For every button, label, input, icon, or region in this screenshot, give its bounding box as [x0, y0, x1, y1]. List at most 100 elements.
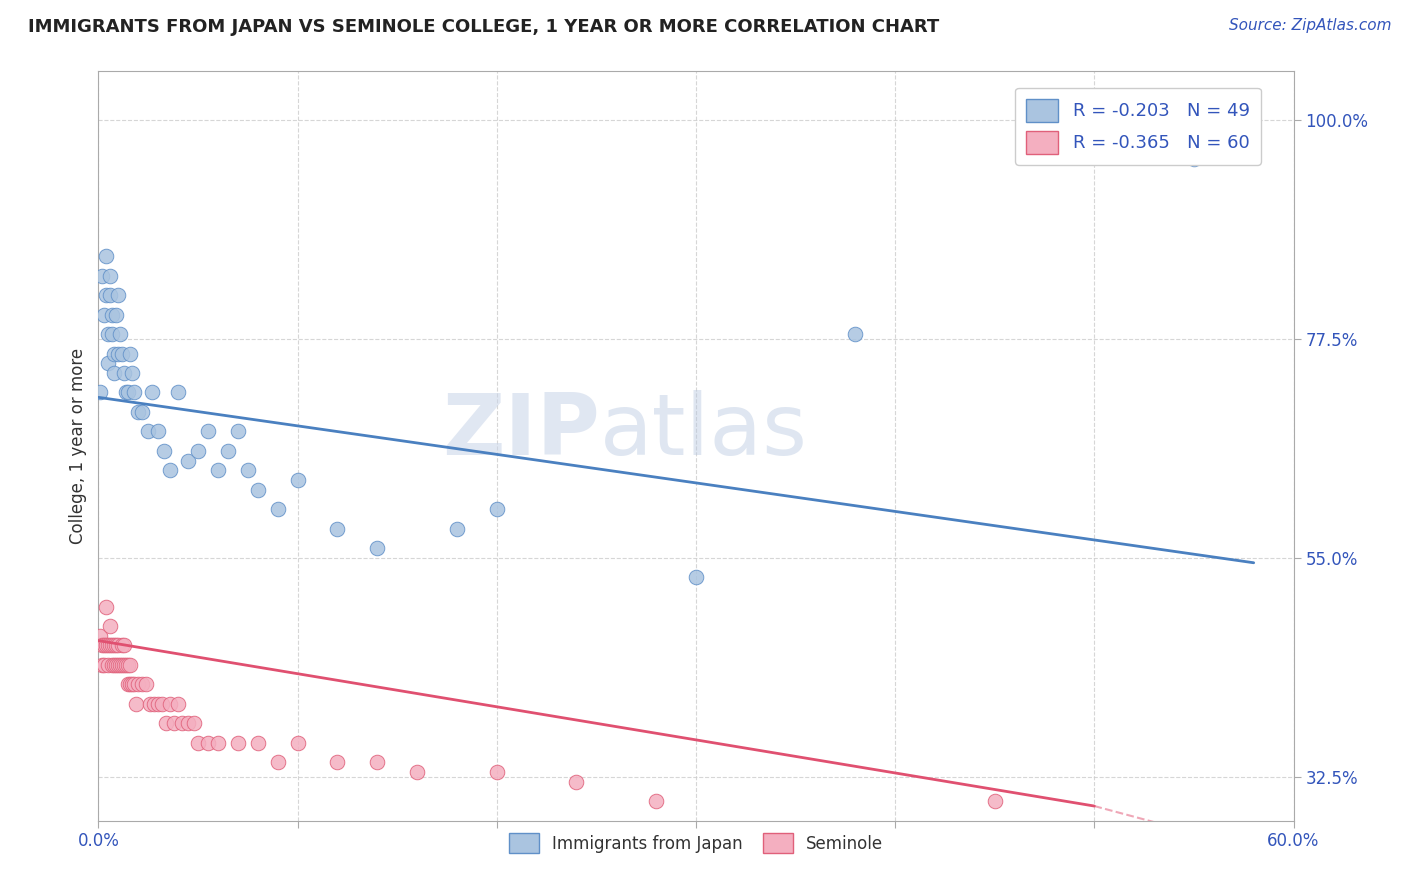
- Point: [103, 346, 125, 360]
- Point: [131, 405, 153, 419]
- Point: [197, 425, 219, 439]
- Point: [111, 346, 134, 360]
- Point: [685, 570, 707, 584]
- Point: [101, 639, 124, 653]
- Point: [98, 288, 122, 302]
- Point: [96, 599, 118, 614]
- Point: [226, 736, 249, 750]
- Point: [97, 356, 120, 370]
- Point: [183, 716, 205, 731]
- Legend: Immigrants from Japan, Seminole: Immigrants from Japan, Seminole: [501, 825, 891, 861]
- Y-axis label: College, 1 year or more: College, 1 year or more: [69, 348, 87, 544]
- Point: [110, 657, 132, 672]
- Point: [117, 657, 139, 672]
- Point: [226, 425, 249, 439]
- Point: [127, 677, 149, 691]
- Point: [89, 385, 111, 400]
- Point: [1182, 152, 1205, 166]
- Point: [91, 268, 114, 283]
- Point: [246, 483, 269, 497]
- Point: [366, 756, 388, 770]
- Point: [155, 716, 177, 731]
- Point: [105, 657, 128, 672]
- Point: [97, 657, 120, 672]
- Point: [111, 657, 134, 672]
- Point: [112, 657, 135, 672]
- Point: [167, 697, 190, 711]
- Point: [101, 657, 124, 672]
- Point: [91, 657, 114, 672]
- Point: [366, 541, 388, 556]
- Point: [135, 677, 157, 691]
- Point: [107, 288, 129, 302]
- Point: [96, 249, 118, 263]
- Point: [89, 629, 111, 643]
- Point: [406, 764, 429, 779]
- Point: [287, 736, 309, 750]
- Point: [148, 697, 170, 711]
- Point: [177, 716, 200, 731]
- Point: [159, 697, 181, 711]
- Point: [207, 463, 229, 477]
- Point: [107, 346, 129, 360]
- Point: [844, 327, 866, 342]
- Point: [96, 639, 118, 653]
- Point: [141, 385, 163, 400]
- Point: [103, 657, 125, 672]
- Point: [120, 346, 142, 360]
- Point: [93, 657, 115, 672]
- Point: [565, 774, 588, 789]
- Point: [143, 697, 166, 711]
- Point: [326, 522, 349, 536]
- Point: [107, 639, 129, 653]
- Point: [91, 639, 114, 653]
- Point: [107, 657, 129, 672]
- Point: [150, 697, 173, 711]
- Point: [98, 268, 122, 283]
- Point: [136, 425, 159, 439]
- Point: [127, 405, 149, 419]
- Point: [103, 366, 125, 380]
- Text: atlas: atlas: [600, 390, 808, 473]
- Point: [117, 677, 139, 691]
- Point: [110, 327, 132, 342]
- Point: [485, 502, 508, 516]
- Point: [103, 639, 125, 653]
- Point: [112, 639, 135, 653]
- Point: [246, 736, 269, 750]
- Point: [236, 463, 259, 477]
- Point: [93, 308, 115, 322]
- Point: [187, 443, 209, 458]
- Point: [446, 522, 468, 536]
- Point: [120, 677, 142, 691]
- Point: [115, 657, 138, 672]
- Point: [197, 736, 219, 750]
- Point: [115, 385, 138, 400]
- Point: [207, 736, 229, 750]
- Point: [187, 736, 209, 750]
- Point: [121, 677, 143, 691]
- Point: [163, 716, 186, 731]
- Point: [645, 794, 668, 808]
- Text: ZIP: ZIP: [443, 390, 600, 473]
- Point: [97, 639, 120, 653]
- Point: [101, 308, 124, 322]
- Point: [105, 308, 128, 322]
- Point: [124, 385, 146, 400]
- Point: [117, 385, 139, 400]
- Point: [159, 463, 181, 477]
- Point: [148, 425, 170, 439]
- Point: [112, 366, 135, 380]
- Point: [111, 639, 134, 653]
- Point: [326, 756, 349, 770]
- Point: [139, 697, 162, 711]
- Point: [98, 639, 122, 653]
- Point: [177, 453, 200, 467]
- Point: [267, 756, 290, 770]
- Point: [153, 443, 176, 458]
- Point: [131, 677, 153, 691]
- Point: [120, 657, 142, 672]
- Point: [167, 385, 190, 400]
- Point: [125, 697, 148, 711]
- Point: [172, 716, 194, 731]
